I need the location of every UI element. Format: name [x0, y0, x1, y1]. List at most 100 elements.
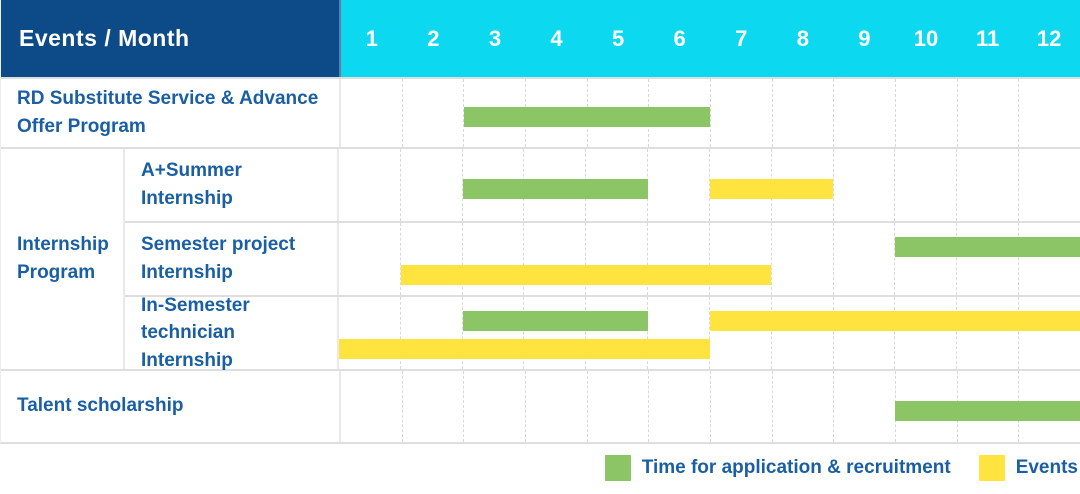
month-cell [710, 297, 772, 369]
month-cell [834, 149, 896, 221]
row-label: In-Semester technician Internship [141, 294, 250, 371]
month-cell [710, 223, 772, 295]
month-cell [773, 79, 835, 147]
legend: Time for application & recruitment Events [0, 451, 1078, 485]
month-cell [896, 79, 958, 147]
month-cell [895, 297, 958, 369]
legend-swatch-recruitment-icon [604, 455, 631, 481]
group-label: Internship Program [17, 233, 109, 284]
row-label: Semester project Internship [141, 234, 296, 283]
row-chart-area [341, 79, 1080, 147]
row-label-cell: Talent scholarship [1, 371, 341, 442]
row-label-cell: A+Summer Internship [125, 149, 339, 221]
month-cell [958, 79, 1020, 147]
gantt-bar-recruitment [462, 179, 648, 199]
header-title: Events / Month [19, 25, 190, 51]
month-header-1: 1 [365, 25, 378, 51]
month-cell [1019, 149, 1080, 221]
month-header-8: 8 [796, 25, 809, 51]
events-month-header-cell: Events / Month [1, 0, 341, 77]
month-cell [526, 371, 588, 442]
month-cell [339, 223, 401, 295]
month-cell [403, 371, 465, 442]
month-header-strip: 1 2 3 4 5 6 7 8 9 10 11 12 [341, 0, 1080, 77]
gantt-bar-recruitment [464, 107, 711, 127]
gantt-bar-event [709, 310, 1080, 331]
month-cell [772, 149, 834, 221]
month-cell [649, 79, 712, 147]
month-cell [341, 371, 403, 442]
table-row: Semester project Internship [125, 221, 1080, 295]
month-cell [586, 297, 649, 369]
row-chart-area [339, 223, 1080, 295]
row-label: A+Summer Internship [141, 160, 242, 209]
month-header-4: 4 [550, 25, 563, 51]
gantt-bar-event [339, 338, 710, 359]
month-cell [648, 297, 710, 369]
gantt-bar-event [400, 264, 772, 285]
month-cell [341, 79, 403, 147]
table-body: RD Substitute Service & Advance Offer Pr… [1, 77, 1080, 442]
month-header-7: 7 [735, 25, 748, 51]
row-label-cell: In-Semester technician Internship [125, 295, 339, 371]
month-cell [772, 223, 834, 295]
month-cell [957, 223, 1020, 295]
month-cell [834, 79, 897, 147]
month-header-10: 10 [913, 25, 939, 51]
month-cell [957, 149, 1020, 221]
row-chart-area [341, 371, 1080, 442]
group-subrows: A+Summer Internship Semester project Inte… [125, 149, 1080, 371]
month-cell [339, 149, 401, 221]
gantt-bar-recruitment [895, 400, 1080, 421]
month-cell [464, 371, 527, 442]
gantt-bar-recruitment [894, 236, 1080, 257]
month-cell [524, 223, 587, 295]
month-cell [463, 223, 525, 295]
month-cell [401, 297, 463, 369]
gantt-bar-recruitment [462, 310, 648, 331]
table-row: In-Semester technician Internship [125, 295, 1080, 371]
row-chart-area [339, 149, 1080, 221]
legend-label: Events [1015, 457, 1078, 478]
row-label: RD Substitute Service & Advance Offer Pr… [17, 87, 319, 138]
month-cell [649, 371, 712, 442]
table-row: RD Substitute Service & Advance Offer Pr… [1, 77, 1080, 147]
table-header-row: Events / Month 1 2 3 4 5 6 7 8 9 10 11 12 [1, 0, 1080, 77]
month-cell [403, 79, 465, 147]
month-cell [586, 223, 649, 295]
row-chart-area [339, 297, 1080, 369]
gantt-bar-event [709, 179, 833, 199]
month-cell [1019, 79, 1080, 147]
month-cell [401, 149, 463, 221]
table-row: Talent scholarship [1, 369, 1080, 442]
month-gridlines [339, 223, 1080, 295]
month-cell [957, 297, 1020, 369]
month-cell [895, 223, 958, 295]
month-cell [524, 297, 587, 369]
month-cell [339, 297, 401, 369]
legend-item-recruitment: Time for application & recruitment [604, 455, 951, 481]
legend-swatch-event-icon [978, 455, 1005, 481]
month-cell [711, 371, 773, 442]
month-header-11: 11 [975, 25, 1000, 51]
month-header-6: 6 [673, 25, 686, 51]
month-header-5: 5 [611, 25, 625, 51]
month-cell [588, 371, 650, 442]
month-header-9: 9 [858, 25, 871, 51]
legend-label: Time for application & recruitment [641, 457, 951, 478]
month-cell [834, 297, 896, 369]
month-cell [772, 297, 834, 369]
month-gridlines [339, 297, 1080, 369]
row-label-cell: Semester project Internship [125, 223, 339, 295]
month-cell [834, 223, 896, 295]
month-cell [773, 371, 835, 442]
month-header-3: 3 [488, 25, 502, 51]
month-header-12: 12 [1036, 25, 1062, 51]
month-cell [463, 297, 525, 369]
row-label: Talent scholarship [17, 395, 184, 417]
month-gridlines [341, 79, 1080, 147]
month-cell [895, 149, 958, 221]
month-cell [1019, 223, 1080, 295]
month-cell [648, 149, 710, 221]
